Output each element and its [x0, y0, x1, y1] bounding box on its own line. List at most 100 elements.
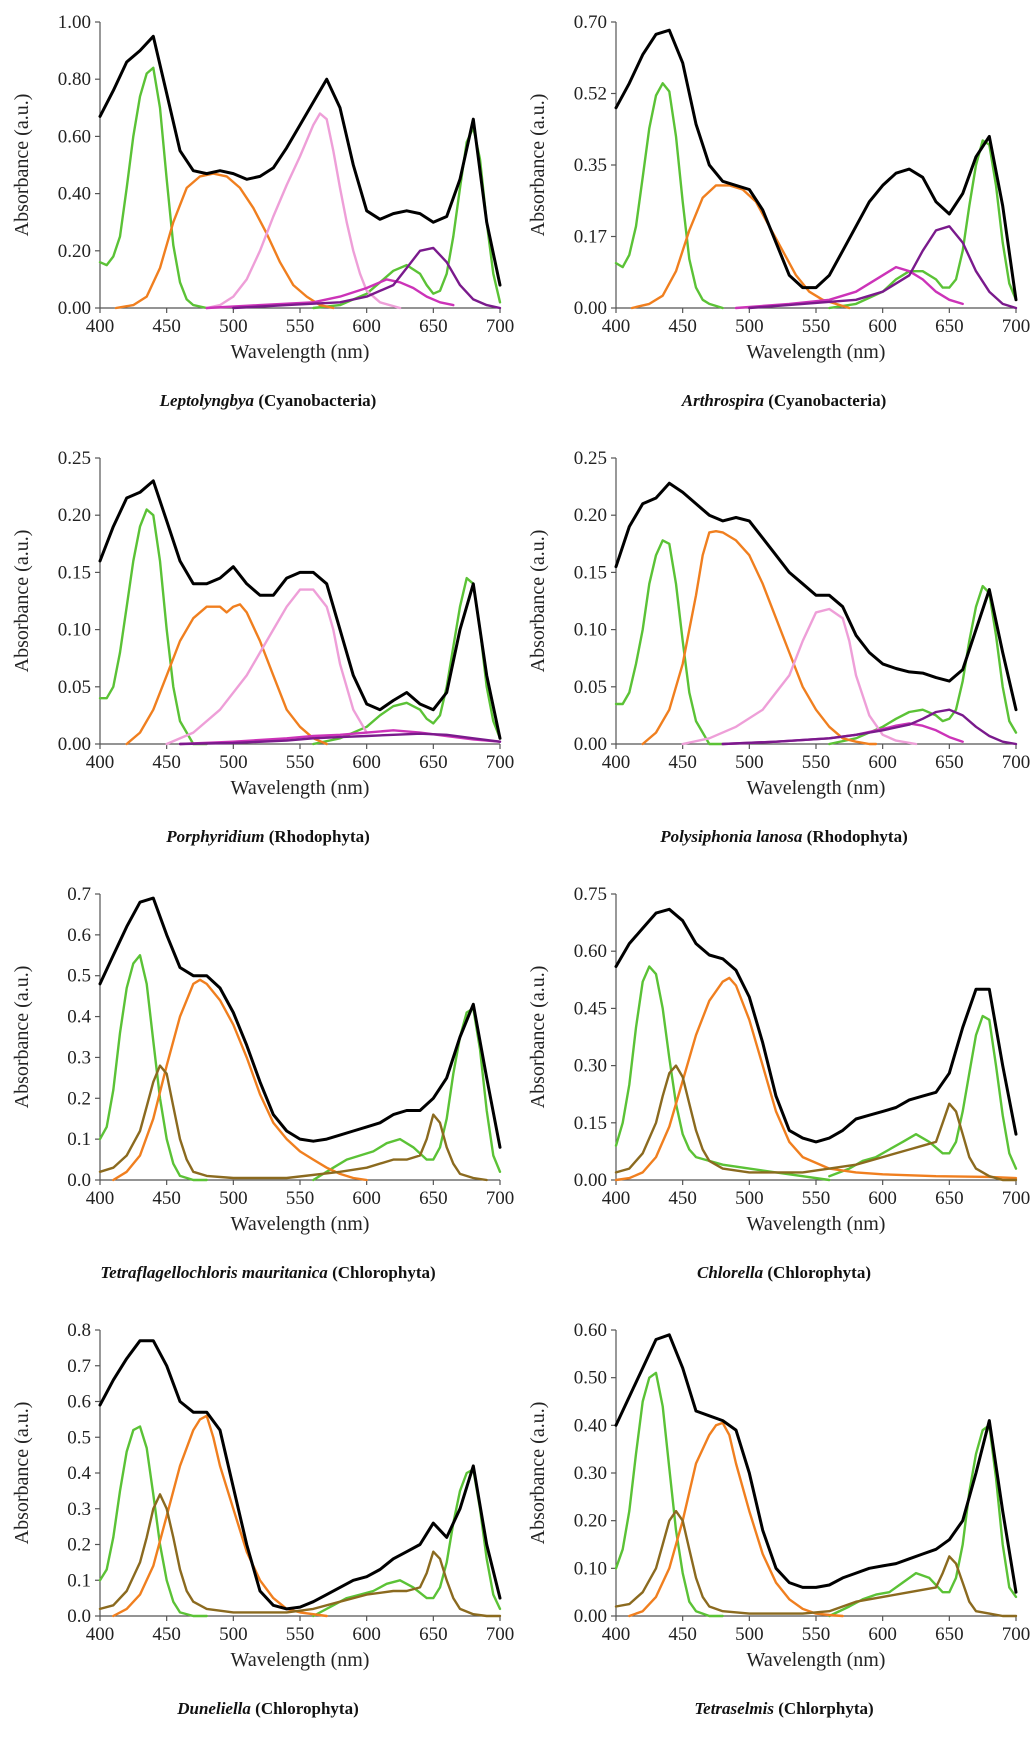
caption-phylum: (Cyanobacteria) — [254, 391, 376, 410]
y-tick-label: 0.20 — [58, 505, 91, 526]
pigment-series-line — [98, 1493, 502, 1618]
y-tick-label: 0.05 — [574, 677, 607, 698]
pigment-series-line — [98, 954, 208, 1182]
x-tick-label: 450 — [152, 316, 181, 337]
x-tick-label: 650 — [419, 1188, 448, 1209]
pigment-series-line — [165, 588, 368, 746]
y-tick-label: 0.15 — [574, 1113, 607, 1134]
pigment-series-line — [312, 126, 502, 310]
x-axis-label: Wavelength (nm) — [231, 777, 370, 799]
total-absorbance-line — [614, 28, 1018, 302]
pigment-series-line — [114, 172, 335, 310]
pigment-series-line — [748, 225, 1018, 310]
y-tick-label: 0.00 — [574, 1170, 607, 1191]
x-tick-label: 450 — [668, 1188, 697, 1209]
y-tick-label: 0.40 — [574, 1415, 607, 1436]
y-tick-label: 0.15 — [58, 562, 91, 583]
y-tick-label: 0.25 — [58, 448, 91, 469]
y-tick-label: 0.7 — [67, 1356, 91, 1377]
pigment-series-line — [312, 1468, 502, 1618]
caption-phylum: (Chlorophyta) — [763, 1263, 871, 1282]
panel-caption: Tetraselmis (Chlorphyta) — [694, 1699, 873, 1718]
total-absorbance-line — [98, 34, 502, 287]
y-tick-label: 0.6 — [67, 1392, 91, 1413]
y-tick-label: 0.25 — [574, 448, 607, 469]
absorbance-chart: 400 450 500 550 600 650 700 0.00 0.17 0.35 0.52 0.7… — [527, 12, 1031, 410]
pigment-series-line — [205, 112, 402, 310]
total-absorbance-line — [98, 1339, 502, 1611]
x-tick-label: 650 — [419, 752, 448, 773]
y-tick-label: 0.45 — [574, 998, 607, 1019]
caption-phylum: (Cyanobacteria) — [764, 391, 886, 410]
x-tick-label: 700 — [486, 316, 515, 337]
x-tick-label: 400 — [602, 1188, 631, 1209]
x-tick-label: 400 — [602, 316, 631, 337]
y-tick-label: 0.3 — [67, 1499, 91, 1520]
x-tick-label: 650 — [419, 316, 448, 337]
y-tick-label: 0.10 — [58, 620, 91, 641]
y-tick-label: 0.80 — [58, 69, 91, 90]
x-tick-label: 400 — [602, 1624, 631, 1645]
chart-panel: 400 450 500 550 600 650 700 0.00 0.15 0.30 0.45 0.6… — [516, 872, 1032, 1308]
y-tick-label: 0.70 — [574, 12, 607, 33]
x-axis-label: Wavelength (nm) — [747, 1649, 886, 1671]
y-axis-label: Absorbance (a.u.) — [527, 94, 549, 237]
x-tick-label: 600 — [868, 316, 897, 337]
pigment-series-line — [828, 139, 1018, 310]
y-tick-label: 0.00 — [574, 734, 607, 755]
pigment-series-line — [312, 1007, 502, 1182]
x-tick-label: 600 — [352, 752, 381, 773]
pigment-series-line — [98, 508, 208, 746]
x-tick-label: 650 — [935, 316, 964, 337]
x-tick-label: 450 — [668, 1624, 697, 1645]
y-tick-label: 0.52 — [574, 84, 607, 105]
panel-caption: Leptolyngbya (Cyanobacteria) — [159, 391, 377, 410]
pigment-series-line — [721, 708, 1018, 746]
x-tick-label: 450 — [152, 1624, 181, 1645]
pigment-series-line — [312, 576, 502, 746]
y-tick-label: 0.20 — [58, 241, 91, 262]
pigment-series-line — [98, 1425, 208, 1618]
caption-species: Polysiphonia lanosa — [659, 827, 803, 846]
x-tick-label: 700 — [1002, 316, 1031, 337]
y-tick-label: 0.60 — [574, 941, 607, 962]
x-tick-label: 600 — [352, 1624, 381, 1645]
x-tick-label: 400 — [86, 1188, 115, 1209]
y-tick-label: 0.15 — [574, 562, 607, 583]
y-tick-label: 0.10 — [574, 1558, 607, 1579]
x-tick-label: 550 — [286, 316, 315, 337]
pigment-series-line — [125, 603, 328, 746]
x-tick-label: 650 — [935, 752, 964, 773]
x-tick-label: 400 — [86, 752, 115, 773]
x-tick-label: 700 — [1002, 1624, 1031, 1645]
y-tick-label: 0.6 — [67, 925, 91, 946]
y-axis-label: Absorbance (a.u.) — [11, 1402, 33, 1545]
x-tick-label: 500 — [219, 752, 248, 773]
pigment-series-line — [98, 66, 208, 310]
caption-phylum: (Chlorophyta) — [251, 1699, 359, 1718]
x-tick-label: 650 — [935, 1188, 964, 1209]
absorbance-chart: 400 450 500 550 600 650 700 0.0 0.1 0.2 0.3 0.4 0.5 0… — [11, 884, 514, 1282]
panel-caption: Duneliella (Chlorophyta) — [176, 1699, 359, 1718]
pigment-series-line — [614, 976, 1018, 1182]
total-absorbance-line — [614, 481, 1018, 712]
caption-species: Porphyridium — [165, 827, 264, 846]
panel-caption: Porphyridium (Rhodophyta) — [165, 827, 370, 846]
y-tick-label: 0.60 — [58, 126, 91, 147]
x-tick-label: 600 — [868, 1624, 897, 1645]
x-tick-label: 550 — [286, 752, 315, 773]
chart-panel: 400 450 500 550 600 650 700 0.00 0.05 0.10 0.15 0.2… — [0, 436, 516, 872]
y-tick-label: 0.00 — [574, 298, 607, 319]
y-tick-label: 0.35 — [574, 155, 607, 176]
caption-species: Arthrospira — [681, 391, 765, 410]
pigment-series-line — [828, 584, 1018, 746]
x-tick-label: 500 — [735, 752, 764, 773]
y-tick-label: 0.05 — [58, 677, 91, 698]
y-tick-label: 0.60 — [574, 1320, 607, 1341]
panel-caption: Chlorella (Chlorophyta) — [697, 1263, 871, 1282]
y-tick-label: 0.4 — [67, 1007, 91, 1028]
total-absorbance-line — [98, 896, 502, 1149]
y-tick-label: 0.00 — [574, 1606, 607, 1627]
y-tick-label: 0.30 — [574, 1463, 607, 1484]
panel-caption: Tetraflagellochloris mauritanica (Chloro… — [100, 1263, 435, 1282]
